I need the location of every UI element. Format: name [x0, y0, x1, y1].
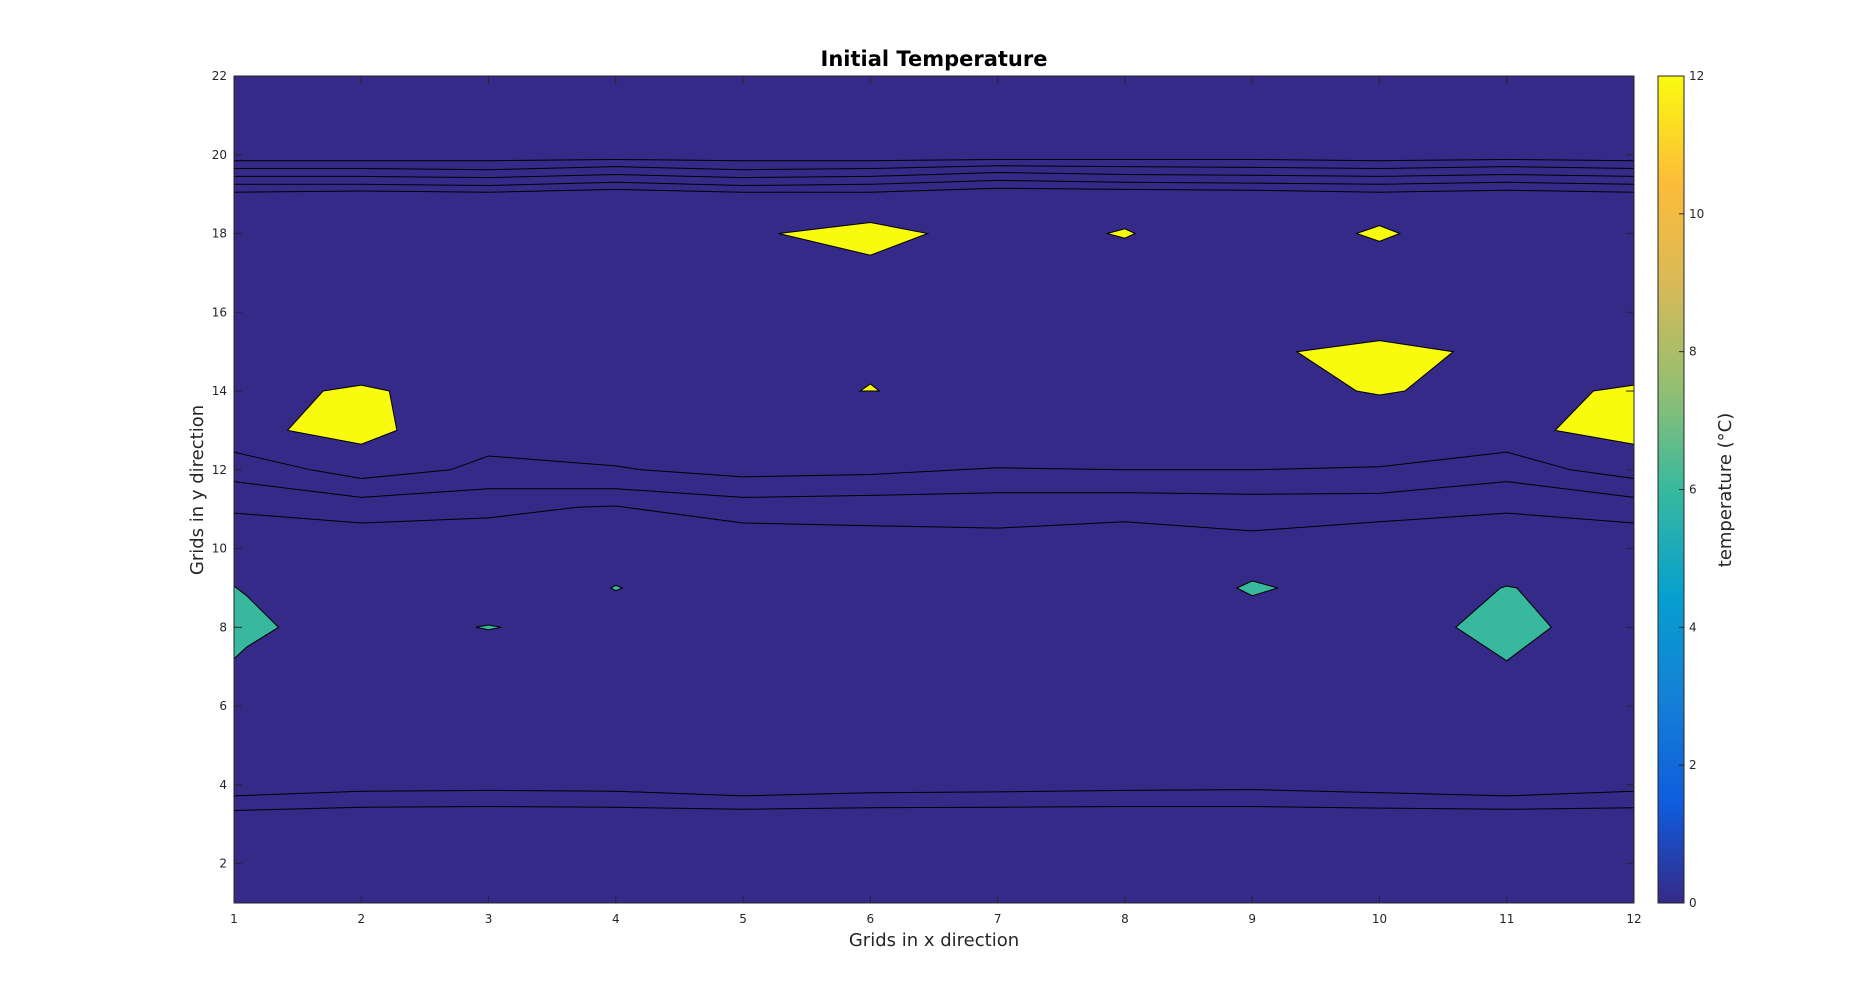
warm-patch-1 [234, 585, 280, 660]
colorbar-ticks: 0 2 4 6 8 10 12 [1679, 69, 1704, 910]
colorbar: 0 2 4 6 8 10 12 temperature (°C) [1657, 69, 1736, 910]
y-tick-label: 22 [212, 69, 227, 83]
y-tick-label: 18 [212, 227, 227, 241]
hot-patch-6 [1295, 340, 1455, 396]
contour-line-dark-blue-bottom [234, 789, 1634, 797]
hot-patch-2 [778, 221, 930, 256]
contour-line-orange-upper [234, 187, 1634, 193]
chart-title: Initial Temperature [821, 47, 1048, 71]
plot-frame [233, 75, 1635, 904]
warm-patch-2 [475, 624, 502, 631]
y-tick-label: 6 [219, 699, 227, 713]
hot-patch-3 [1105, 228, 1137, 239]
x-tick-label: 4 [612, 912, 620, 926]
colorbar-tick-label: 2 [1689, 758, 1697, 772]
x-tick-label: 9 [1248, 912, 1256, 926]
hot-patch-5 [858, 383, 881, 392]
contour-line-dark-blue-upper [234, 158, 1634, 162]
warm-patch-3 [609, 584, 624, 592]
contour-bands [234, 76, 1634, 903]
y-tick-label: 16 [212, 305, 227, 319]
plot-area [234, 76, 1634, 903]
y-tick-label: 12 [212, 463, 227, 477]
colorbar-tick-label: 12 [1689, 69, 1704, 83]
y-tick-label: 14 [212, 384, 227, 398]
x-tick-label: 12 [1626, 912, 1641, 926]
y-axis-label: Grids in y direction [187, 405, 208, 575]
hot-patch-7 [1554, 384, 1634, 445]
hot-patch-1 [286, 384, 398, 445]
contour-line-cold-bottom [234, 805, 1634, 811]
contour-line-blue-mid [234, 505, 1634, 532]
contour-line-blue-upper [234, 165, 1634, 171]
y-tick-label: 4 [219, 778, 227, 792]
warm-patch-4 [1235, 580, 1280, 597]
x-tick-label: 5 [739, 912, 747, 926]
colorbar-tick-label: 10 [1689, 207, 1704, 221]
y-tick-label: 2 [219, 857, 227, 871]
x-tick-label: 8 [1121, 912, 1129, 926]
x-tick-label: 2 [357, 912, 365, 926]
contour-line-teal-upper [234, 171, 1634, 179]
x-tick-label: 10 [1372, 912, 1387, 926]
x-axis-label: Grids in x direction [849, 930, 1019, 951]
band-cold-top [234, 76, 1634, 903]
contour-line-green-mid [234, 451, 1634, 480]
warm-patch-5 [1454, 585, 1553, 662]
colorbar-label: temperature (°C) [1715, 413, 1736, 567]
hot-patch-4 [1354, 225, 1402, 242]
y-tick-label: 10 [212, 542, 227, 556]
x-tick-label: 7 [994, 912, 1002, 926]
x-tick-label: 6 [867, 912, 875, 926]
y-tick-label: 8 [219, 620, 227, 634]
x-tick-label: 1 [230, 912, 238, 926]
colorbar-tick-label: 0 [1689, 896, 1697, 910]
y-axis: 2 4 6 8 10 12 14 16 18 20 22 [212, 69, 1634, 871]
x-tick-label: 11 [1499, 912, 1514, 926]
x-tick-label: 3 [485, 912, 493, 926]
x-axis: 1 2 3 4 5 6 7 8 9 10 11 12 [230, 76, 1642, 926]
colorbar-tick-label: 4 [1689, 620, 1697, 634]
contour-patches [234, 221, 1634, 662]
colorbar-tick-label: 8 [1689, 345, 1697, 359]
y-tick-label: 20 [212, 148, 227, 162]
colorbar-tick-label: 6 [1689, 483, 1697, 497]
contour-line-green-upper [234, 179, 1634, 187]
contour-line-teal-mid [234, 481, 1634, 498]
